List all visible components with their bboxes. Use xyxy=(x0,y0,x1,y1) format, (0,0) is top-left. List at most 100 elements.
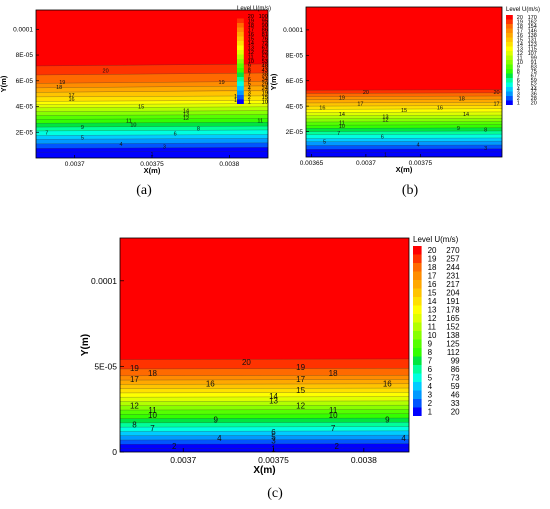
y-tick-label: 2E-05 xyxy=(286,129,304,136)
legend-swatch-20 xyxy=(413,246,422,255)
contour-label: 19 xyxy=(59,80,65,86)
contour-line-3 xyxy=(306,144,502,146)
contour-label: 19 xyxy=(130,364,139,373)
panel-caption: (a) xyxy=(136,183,152,198)
legend-level: 14 xyxy=(428,297,437,306)
y-tick-label: 6E-05 xyxy=(286,78,304,85)
legend-level: 8 xyxy=(428,348,433,357)
contour-line-20 xyxy=(36,63,268,67)
legend-value: 86 xyxy=(262,27,268,33)
contour-line-20 xyxy=(306,89,502,91)
contour-label: 9 xyxy=(214,415,219,424)
contour-line-6 xyxy=(36,129,268,132)
legend-swatch-14 xyxy=(506,42,513,47)
legend-swatch-8 xyxy=(506,69,513,74)
legend-swatch-9 xyxy=(506,64,513,69)
x-tick-label: 0.0038 xyxy=(219,161,239,168)
contour-label: 3 xyxy=(484,146,487,152)
contour-label: 19 xyxy=(219,80,225,86)
legend-level: 7 xyxy=(517,73,520,79)
legend-level: 17 xyxy=(428,272,437,281)
contour-bands xyxy=(120,238,409,452)
legend-level: 2 xyxy=(517,96,520,102)
contour-label: 17 xyxy=(296,375,305,384)
contour-label: 20 xyxy=(493,90,499,96)
legend-value: 165 xyxy=(446,314,460,323)
contour-label: 16 xyxy=(319,105,325,111)
x-axis-label: X(m) xyxy=(396,165,413,174)
legend-swatch-12 xyxy=(506,51,513,56)
legend-value: 138 xyxy=(446,331,460,340)
legend-swatch-15 xyxy=(413,288,422,297)
legend-level: 15 xyxy=(248,36,254,42)
contour-line-7 xyxy=(120,422,409,424)
contour-label: 11 xyxy=(148,406,157,415)
legend-swatch-14 xyxy=(413,297,422,306)
contour-label: 16 xyxy=(206,379,215,388)
contour-label: 6 xyxy=(271,428,276,437)
legend-swatch-17 xyxy=(237,27,244,32)
contour-label: 15 xyxy=(138,105,144,111)
legend-value: 170 xyxy=(528,15,537,21)
legend-level: 12 xyxy=(428,314,437,323)
contour-line-9 xyxy=(306,124,502,126)
contour-label: 1 xyxy=(384,152,387,158)
legend-value: 75 xyxy=(531,69,537,75)
contour-line-17 xyxy=(36,85,268,89)
contour-line-18 xyxy=(36,81,268,84)
legend-swatch-18 xyxy=(237,23,244,28)
legend-level: 5 xyxy=(248,81,251,87)
contour-line-11 xyxy=(306,118,502,120)
legend-level: 10 xyxy=(248,59,254,65)
legend-level: 11 xyxy=(517,55,523,61)
legend-value: 162 xyxy=(528,19,537,25)
contour-label: 10 xyxy=(130,123,136,129)
contour-label: 2 xyxy=(172,442,177,451)
legend-value: 62 xyxy=(262,50,268,56)
legend-title: Level U(m/s) xyxy=(413,235,459,244)
legend-value: 86 xyxy=(451,365,460,374)
legend-level: 12 xyxy=(517,51,523,57)
y-tick-label: 0 xyxy=(112,447,117,457)
legend-value: 146 xyxy=(528,28,537,34)
legend-swatch-19 xyxy=(413,254,422,263)
legend-value: 20 xyxy=(531,100,537,106)
legend-level: 9 xyxy=(517,64,520,70)
legend-level: 16 xyxy=(248,32,254,38)
contour-line-1 xyxy=(36,151,268,153)
legend-swatch-16 xyxy=(413,280,422,289)
contour-label: 6 xyxy=(174,132,177,138)
legend-value: 57 xyxy=(262,54,268,60)
legend-level: 17 xyxy=(248,27,254,33)
legend-level: 7 xyxy=(428,357,433,366)
x-tick-label: 0.0037 xyxy=(65,161,85,168)
legend-level: 10 xyxy=(428,331,437,340)
y-tick-label: 0.0001 xyxy=(283,27,303,34)
contour-lines xyxy=(306,89,502,153)
legend-swatch-4 xyxy=(237,86,244,91)
contour-label: 7 xyxy=(331,424,336,433)
contour-label: 16 xyxy=(437,105,443,111)
legend-swatch-19 xyxy=(506,19,513,24)
legend-swatch-18 xyxy=(413,263,422,272)
contour-line-7 xyxy=(36,125,268,128)
contour-line-12 xyxy=(36,106,268,108)
legend-value: 257 xyxy=(446,255,460,264)
contour-lines xyxy=(36,63,268,153)
contour-line-13 xyxy=(120,396,409,398)
legend-swatch-15 xyxy=(506,37,513,42)
contour-line-15 xyxy=(120,387,409,389)
legend-level: 17 xyxy=(517,28,523,34)
legend-swatch-13 xyxy=(506,46,513,51)
legend-level: 11 xyxy=(248,54,254,60)
contour-label: 17 xyxy=(493,102,499,108)
contour-line-16 xyxy=(36,90,268,93)
legend-level: 18 xyxy=(428,263,437,272)
legend-level: 19 xyxy=(248,18,254,24)
legend-value: 48 xyxy=(262,63,268,69)
contour-line-2 xyxy=(120,443,409,445)
